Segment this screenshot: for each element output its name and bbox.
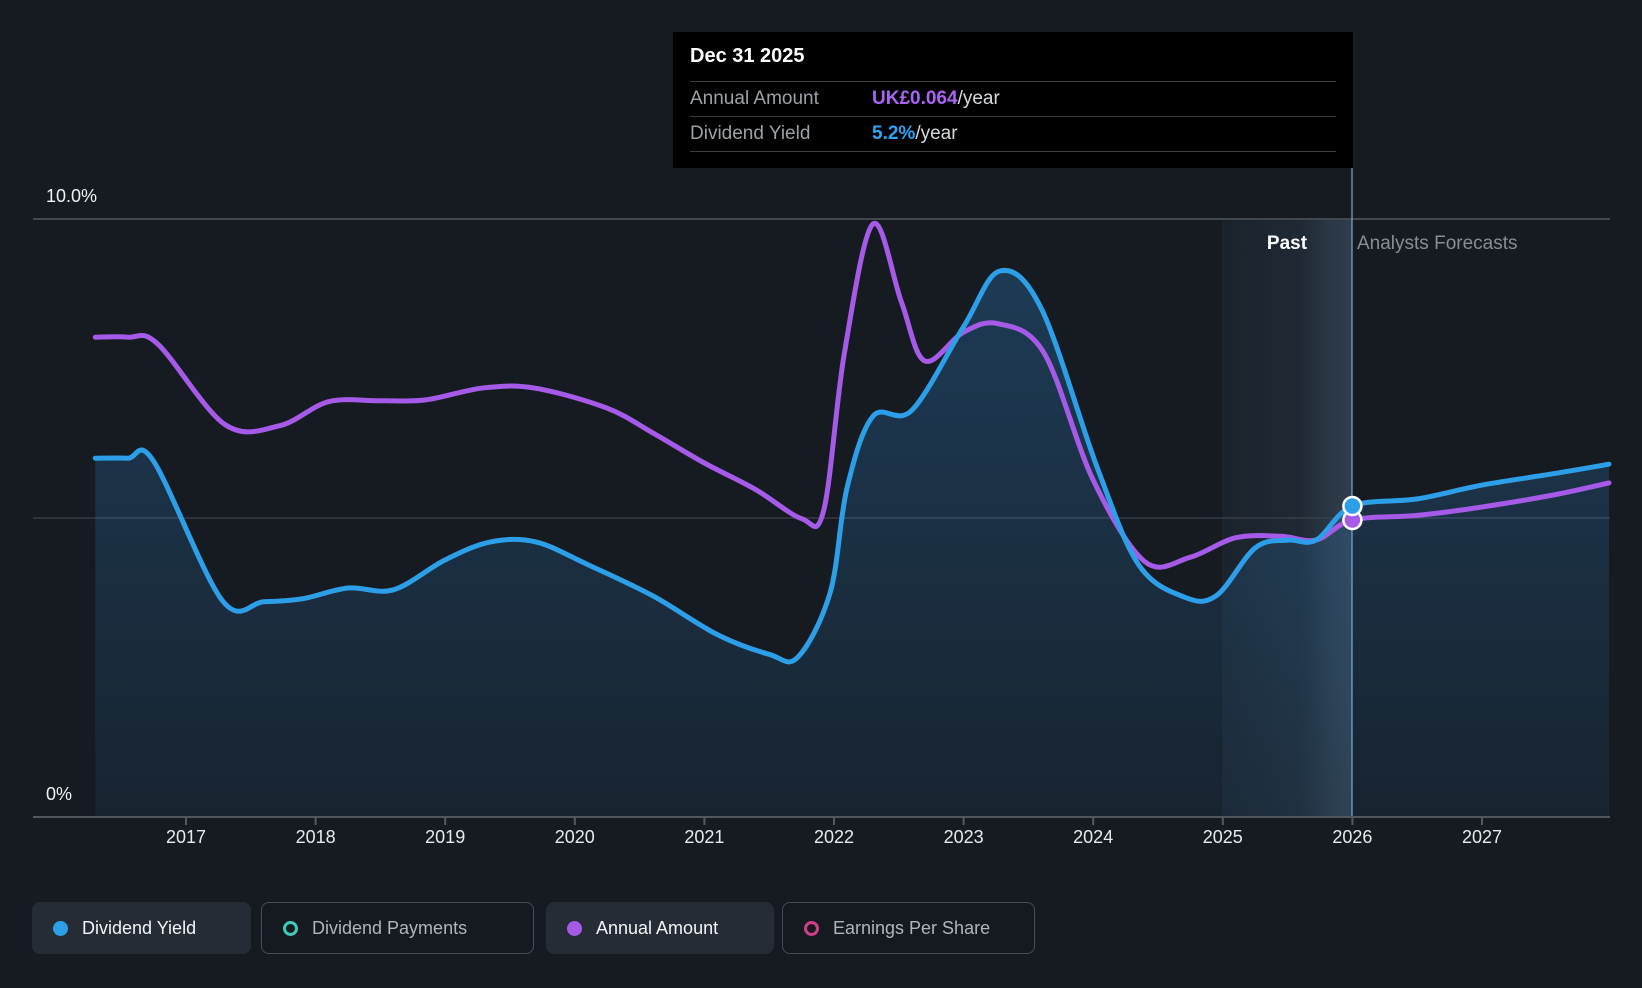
dividend-yield-area: [95, 270, 1609, 817]
earnings-per-share-ring-icon: [804, 920, 819, 936]
y-axis-min-label: 0%: [46, 784, 73, 804]
tooltip-label: Dividend Yield: [690, 123, 811, 144]
x-axis-year-label: 2024: [1073, 827, 1114, 847]
legend-label: Dividend Yield: [82, 917, 197, 938]
dividend-yield-marker-dot[interactable]: [1342, 495, 1363, 517]
past-label: Past: [1266, 233, 1308, 254]
chart-tooltip: Dec 31 2025 Annual Amount UK£0.064 /year…: [673, 32, 1353, 168]
legend-dividend-payments[interactable]: Dividend Payments: [261, 902, 534, 954]
tooltip-value: 5.2%: [872, 123, 916, 144]
x-axis-year-label: 2020: [554, 827, 595, 847]
legend-label: Annual Amount: [596, 917, 719, 938]
tooltip-value: UK£0.064: [872, 88, 958, 109]
legend-label: Earnings Per Share: [833, 917, 991, 938]
tooltip-label: Annual Amount: [690, 88, 819, 109]
tooltip-date: Dec 31 2025: [690, 32, 1336, 82]
x-axis-year-label: 2019: [425, 827, 466, 847]
dividend-payments-ring-icon: [283, 920, 298, 936]
legend-earnings-per-share[interactable]: Earnings Per Share: [782, 902, 1035, 954]
x-axis-year-label: 2022: [813, 827, 855, 847]
legend-annual-amount[interactable]: Annual Amount: [546, 902, 774, 954]
analysts-forecasts-label: Analysts Forecasts: [1357, 233, 1518, 254]
tooltip-suffix: /year: [915, 123, 958, 144]
legend-dividend-yield[interactable]: Dividend Yield: [32, 902, 251, 954]
x-axis-year-label: 2018: [295, 827, 336, 847]
x-axis-year-label: 2027: [1461, 827, 1503, 847]
legend-label: Dividend Payments: [312, 917, 468, 938]
tooltip-row-dividend-yield: Dividend Yield 5.2% /year: [690, 117, 1336, 152]
x-axis-year-label: 2026: [1332, 827, 1373, 847]
x-axis-year-label: 2023: [943, 827, 984, 847]
x-axis-year-label: 2025: [1202, 827, 1243, 847]
dividend-yield-line: [92, 267, 1612, 665]
tooltip-row-annual-amount: Annual Amount UK£0.064 /year: [690, 82, 1336, 117]
y-axis-max-label: 10.0%: [46, 186, 98, 206]
annual-amount-dot-icon: [567, 920, 582, 936]
dividend-yield-dot-icon: [53, 920, 68, 936]
x-axis-year-label: 2017: [165, 827, 207, 847]
tooltip-suffix: /year: [957, 88, 1000, 109]
x-axis-ticks: [185, 818, 1483, 825]
x-axis-year-label: 2021: [684, 827, 725, 847]
